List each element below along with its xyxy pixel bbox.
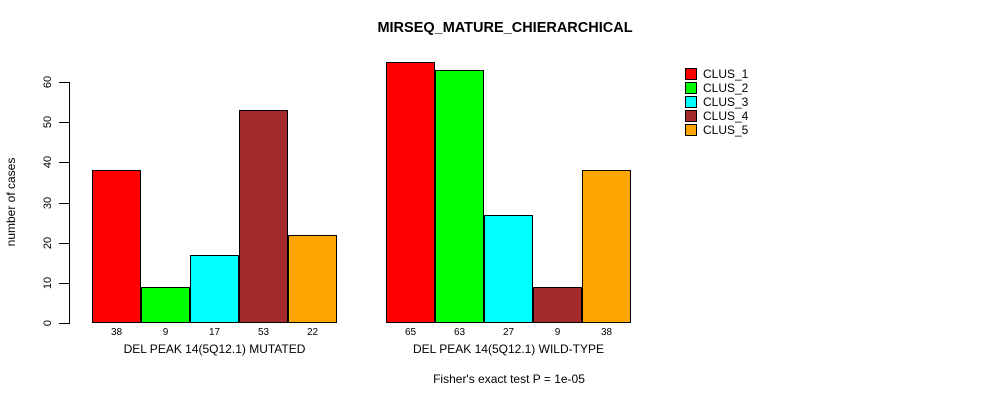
legend-swatch-icon	[685, 110, 697, 122]
legend-label: CLUS_5	[703, 123, 749, 137]
y-axis-tick-label: 30	[42, 196, 54, 209]
y-axis-tick-label: 20	[42, 236, 54, 249]
legend: CLUS_1 CLUS_2 CLUS_3 CLUS_4 CLUS_5	[685, 67, 748, 137]
bar-clus_5-group2	[582, 170, 631, 323]
legend-label: CLUS_1	[703, 67, 749, 81]
y-axis-tick-label: 10	[42, 276, 54, 289]
legend-swatch-icon	[685, 82, 697, 94]
y-axis-tick-label: 60	[42, 75, 54, 89]
bar-clus_2-group2	[435, 70, 484, 323]
y-axis-tick-label: 50	[42, 116, 54, 129]
y-axis-tick	[59, 162, 69, 164]
y-axis-tick-label: 40	[42, 156, 54, 169]
y-axis-label: number of cases	[4, 157, 18, 247]
y-axis-tick	[59, 202, 69, 204]
y-axis-tick	[59, 82, 69, 83]
bar-clus_1-group2	[386, 62, 435, 323]
bar-value-label: 38	[600, 327, 613, 338]
bar-value-label: 63	[453, 327, 466, 338]
bar-value-label: 22	[306, 327, 319, 338]
y-axis-tick	[59, 122, 69, 124]
bar-clus_3-group1	[190, 255, 239, 323]
bar-clus_3-group2	[484, 215, 533, 323]
bar-clus_4-group1	[239, 110, 288, 323]
legend-item-clus_2: CLUS_2	[685, 81, 748, 95]
y-axis-tick	[59, 323, 69, 324]
bar-value-label: 65	[404, 327, 417, 338]
legend-label: CLUS_3	[703, 95, 749, 109]
legend-item-clus_5: CLUS_5	[685, 123, 748, 137]
legend-item-clus_1: CLUS_1	[685, 67, 748, 81]
bar-clus_5-group1	[288, 235, 337, 323]
legend-swatch-icon	[685, 124, 697, 136]
legend-swatch-icon	[685, 68, 697, 80]
bar-clus_1-group1	[92, 170, 141, 323]
bar-value-label: 38	[110, 327, 123, 338]
bar-clus_2-group1	[141, 287, 190, 323]
y-axis-line	[69, 82, 70, 324]
bar-clus_4-group2	[533, 287, 582, 323]
legend-label: CLUS_2	[703, 81, 749, 95]
bar-value-label: 53	[257, 327, 270, 338]
legend-item-clus_3: CLUS_3	[685, 95, 748, 109]
group-label-2: DEL PEAK 14(5Q12.1) WILD-TYPE	[413, 342, 604, 356]
fisher-test-annotation: Fisher's exact test P = 1e-05	[433, 372, 585, 386]
bar-value-label: 17	[208, 327, 221, 338]
chart-title: MIRSEQ_MATURE_CHIERARCHICAL	[377, 20, 633, 36]
y-axis-tick-label: 0	[42, 319, 54, 327]
legend-item-clus_4: CLUS_4	[685, 109, 748, 123]
y-axis-tick	[59, 282, 69, 284]
bar-value-label: 9	[554, 327, 561, 338]
legend-label: CLUS_4	[703, 109, 749, 123]
legend-swatch-icon	[685, 96, 697, 108]
bar-value-label: 9	[162, 327, 169, 338]
group-label-1: DEL PEAK 14(5Q12.1) MUTATED	[123, 342, 306, 356]
bar-value-label: 27	[502, 327, 515, 338]
y-axis-tick	[59, 242, 69, 244]
